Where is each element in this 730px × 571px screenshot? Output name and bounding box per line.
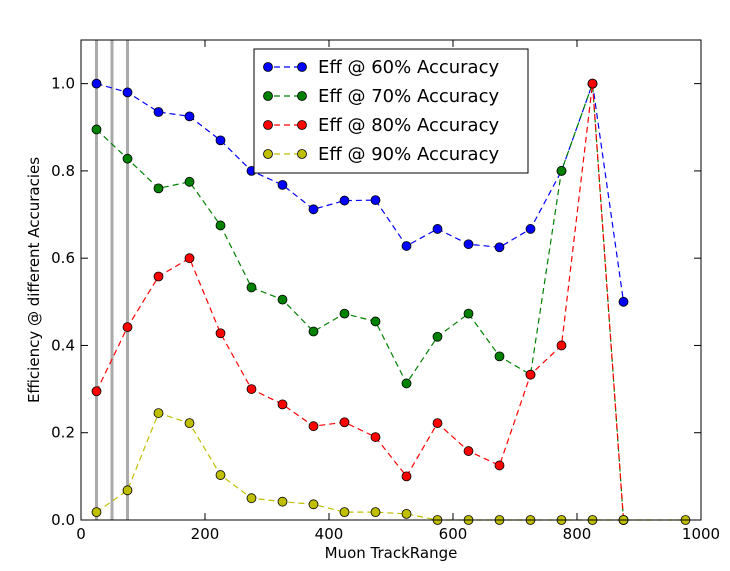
legend-label-2: Eff @ 80% Accuracy	[318, 115, 499, 136]
x-tick-label: 1000	[682, 525, 720, 543]
data-point	[339, 507, 350, 518]
data-point	[215, 135, 226, 146]
data-point	[277, 294, 288, 305]
data-point	[184, 176, 195, 187]
series-2	[91, 78, 629, 525]
legend-marker-3	[297, 149, 307, 159]
data-point	[463, 446, 474, 456]
data-point	[339, 195, 350, 206]
y-axis-label: Efficiency @ different Accuracies	[25, 157, 43, 403]
x-tick-label: 400	[315, 525, 344, 543]
series-1	[91, 78, 629, 525]
data-point	[215, 470, 226, 480]
data-point	[153, 183, 164, 194]
data-point	[494, 351, 505, 362]
data-point	[339, 308, 350, 319]
data-point	[370, 507, 381, 518]
x-tick-label: 0	[76, 525, 86, 543]
data-point	[339, 417, 350, 428]
y-tick-label: 0.6	[51, 249, 75, 267]
data-point	[91, 78, 102, 89]
y-tick-label: 0.4	[51, 336, 75, 354]
data-point	[401, 508, 412, 519]
data-point	[153, 107, 164, 117]
data-point	[246, 384, 257, 394]
data-point	[184, 418, 195, 429]
data-point	[370, 432, 381, 442]
data-point	[184, 111, 195, 122]
y-tick-label: 0.0	[51, 511, 75, 529]
data-point	[277, 399, 288, 410]
data-point	[153, 408, 164, 418]
data-point	[153, 271, 164, 282]
legend-marker-1	[263, 91, 273, 101]
y-tick-label: 1.0	[51, 75, 75, 93]
data-point	[587, 78, 598, 89]
data-point	[246, 493, 257, 504]
data-point	[432, 224, 443, 234]
data-point	[370, 316, 381, 327]
data-point	[122, 322, 133, 333]
ticks-layer: 0 200 400 600 800 1000 0.0 0.2 0.4 0.6 0.8 1.0	[51, 40, 720, 543]
data-point	[525, 224, 536, 234]
legend-label-0: Eff @ 60% Accuracy	[318, 57, 499, 78]
data-point	[432, 418, 443, 429]
series-line-2	[95, 83, 625, 521]
series-line-1	[96, 83, 625, 521]
data-point	[215, 328, 226, 339]
data-point	[122, 87, 133, 98]
x-axis-label: Muon TrackRange	[325, 544, 458, 562]
data-point	[618, 296, 629, 307]
data-point	[556, 166, 567, 176]
data-point	[432, 331, 443, 342]
data-point	[308, 499, 319, 510]
data-point	[494, 460, 505, 471]
data-point	[277, 179, 288, 190]
legend-marker-0	[263, 62, 273, 72]
legend-label-3: Eff @ 90% Accuracy	[318, 144, 499, 165]
legend-label-1: Eff @ 70% Accuracy	[318, 86, 499, 107]
data-point	[308, 204, 319, 215]
data-point	[370, 195, 381, 206]
data-point	[308, 421, 319, 432]
legend: Eff @ 60% Accuracy Eff @ 70% Accuracy Eff …	[253, 48, 529, 174]
data-point	[556, 340, 567, 351]
vertical-lines	[95, 40, 129, 520]
x-tick-label: 800	[563, 525, 592, 543]
legend-marker-3	[263, 149, 273, 159]
data-point	[494, 242, 505, 253]
y-tick-label: 0.2	[51, 424, 75, 442]
data-point	[277, 496, 288, 507]
data-point	[401, 471, 412, 482]
x-tick-label: 200	[191, 525, 220, 543]
y-tick-label: 0.8	[51, 162, 75, 180]
plot-frame	[80, 39, 702, 521]
data-point	[401, 378, 412, 389]
data-point	[463, 308, 474, 319]
data-point	[122, 153, 133, 164]
series-line-0	[96, 83, 625, 302]
x-tick-label: 600	[439, 525, 468, 543]
data-point	[525, 369, 536, 380]
data-point	[122, 485, 133, 496]
legend-marker-2	[297, 120, 307, 130]
legend-marker-2	[263, 120, 273, 130]
data-point	[463, 239, 474, 250]
data-point	[308, 326, 319, 337]
data-point	[215, 220, 226, 231]
data-point	[91, 386, 102, 397]
legend-marker-0	[297, 62, 307, 72]
data-point	[91, 507, 102, 518]
data-point	[246, 282, 257, 293]
legend-marker-1	[297, 91, 307, 101]
data-point	[91, 124, 102, 135]
data-point	[184, 253, 195, 264]
data-point	[401, 241, 412, 251]
